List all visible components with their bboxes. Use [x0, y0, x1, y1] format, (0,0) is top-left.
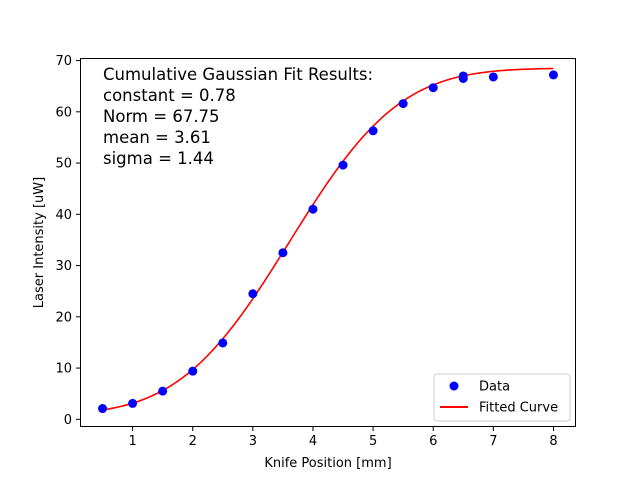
x-tick-label: 2 [189, 434, 197, 449]
y-axis-ticks: 0 10 20 30 40 50 60 70 [55, 54, 80, 428]
annotation-line: Cumulative Gaussian Fit Results: [103, 65, 373, 84]
x-tick-label: 8 [549, 434, 557, 449]
annotation-line: mean = 3.61 [103, 128, 211, 147]
data-point [188, 366, 198, 376]
x-tick-label: 7 [489, 434, 497, 449]
annotation-line: constant = 0.78 [103, 86, 236, 105]
legend-label-fitted-curve: Fitted Curve [479, 401, 558, 416]
legend-box [433, 373, 571, 422]
annotation-line: Norm = 67.75 [103, 107, 220, 126]
data-point [158, 386, 168, 396]
x-axis-label: Knife Position [mm] [264, 456, 391, 471]
y-tick-label: 70 [55, 54, 72, 69]
data-point [338, 160, 348, 170]
y-tick-label: 30 [55, 259, 72, 274]
y-axis-label: Laser Intensity [uW] [32, 177, 47, 308]
x-axis-ticks: 1 2 3 4 5 6 7 8 [128, 427, 558, 449]
data-points-layer [98, 70, 558, 414]
x-tick-label: 6 [429, 434, 437, 449]
x-tick-label: 5 [369, 434, 377, 449]
y-tick-label: 60 [55, 105, 72, 120]
data-point [398, 99, 408, 109]
legend-label-data: Data [479, 380, 510, 395]
y-tick-label: 40 [55, 208, 72, 223]
x-tick-label: 3 [249, 434, 257, 449]
data-point [368, 126, 378, 136]
plot-frame [80, 58, 576, 427]
x-tick-label: 4 [309, 434, 317, 449]
fitted-curve-line [102, 67, 554, 411]
data-point [98, 404, 108, 414]
legend: Data Fitted Curve [433, 373, 571, 422]
data-point [218, 338, 228, 348]
data-point [458, 71, 468, 81]
fitted-curve-layer [102, 67, 554, 411]
annotation-line: sigma = 1.44 [103, 149, 214, 168]
plot-area [80, 58, 576, 427]
data-point [428, 83, 438, 93]
y-tick-label: 10 [55, 362, 72, 377]
data-point [278, 248, 288, 258]
legend-data-marker [449, 381, 459, 391]
data-point [248, 289, 258, 299]
y-tick-label: 50 [55, 157, 72, 172]
data-point [488, 72, 498, 82]
fit-results-annotation: Cumulative Gaussian Fit Results: constan… [103, 65, 373, 168]
data-point [128, 398, 138, 408]
x-tick-label: 1 [128, 434, 136, 449]
data-point [308, 204, 318, 214]
y-tick-label: 0 [64, 413, 72, 428]
y-tick-label: 20 [55, 310, 72, 325]
data-point [548, 70, 558, 80]
